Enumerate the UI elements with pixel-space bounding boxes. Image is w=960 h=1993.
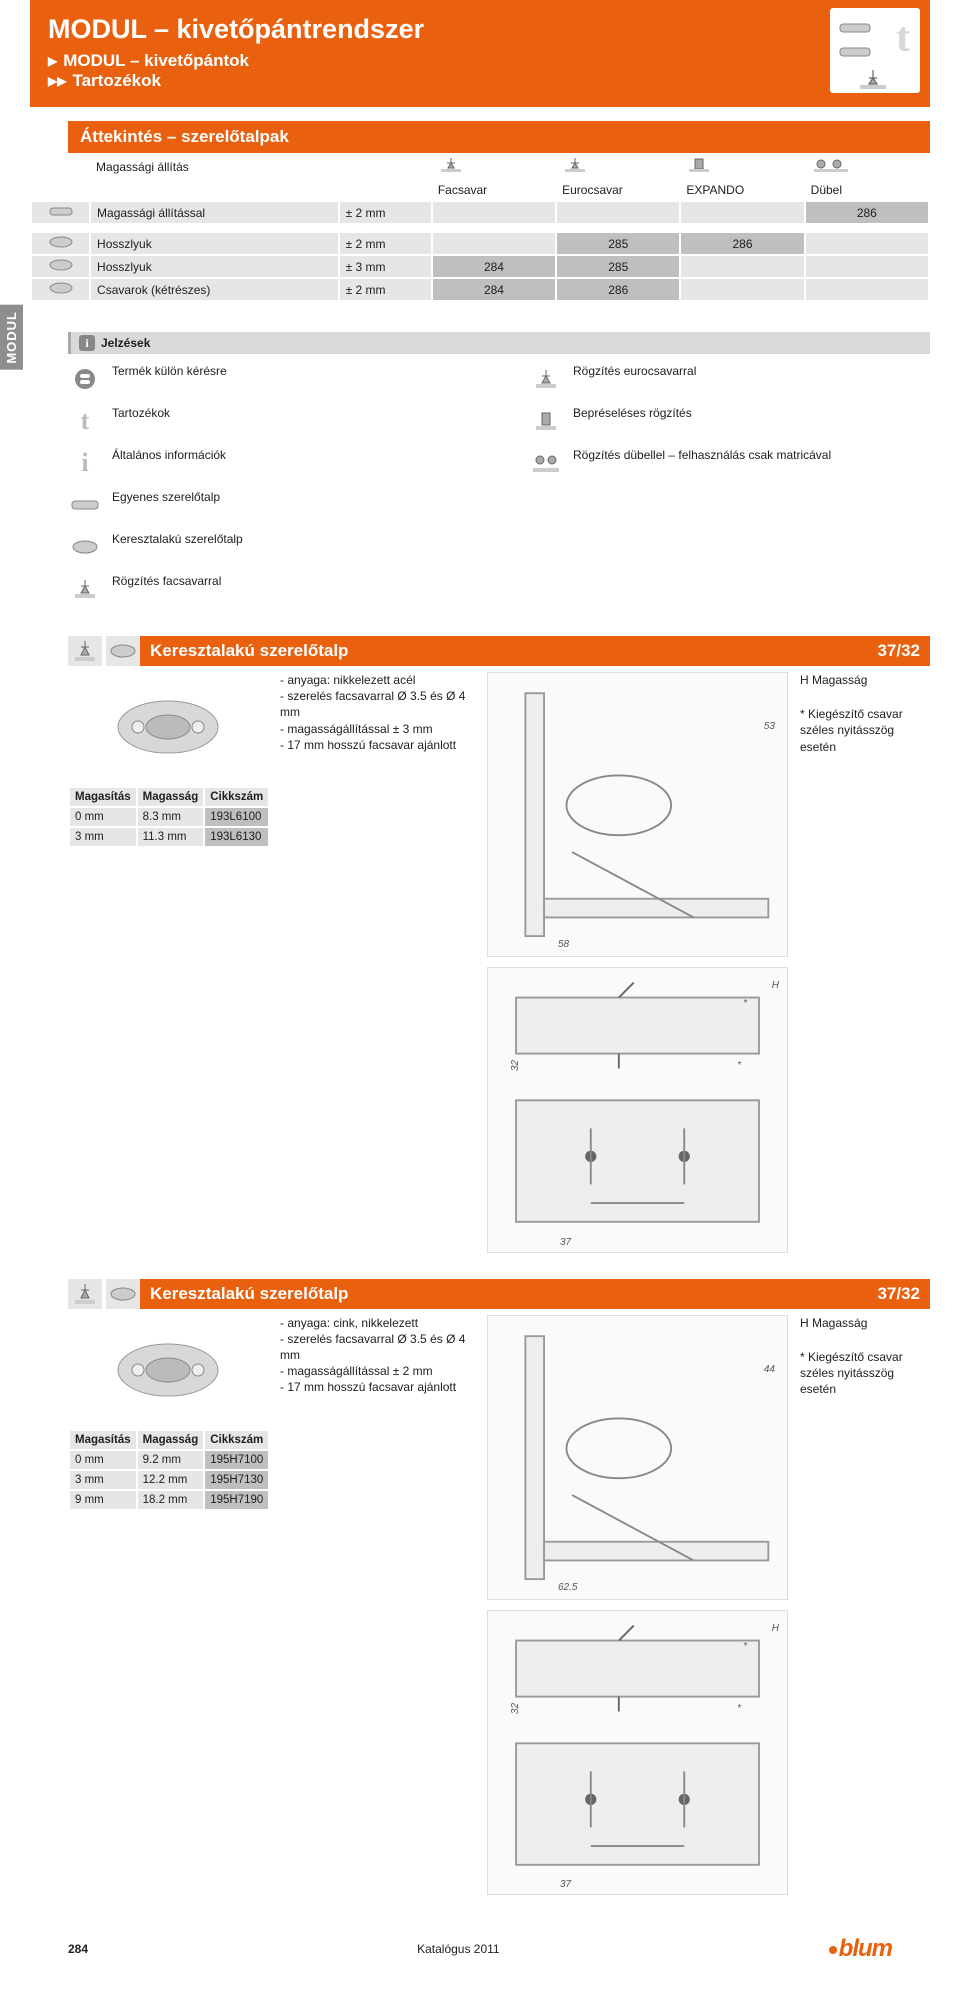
legend-item: Termék külön kérésre [68, 358, 469, 400]
dowel-icon [811, 156, 851, 174]
legend-header: iJelzések [68, 332, 930, 354]
page-ref: 285 [556, 232, 680, 255]
col-dubel: Dübel [805, 180, 929, 201]
product-image [68, 672, 268, 782]
diagrams: 53 58 H 32 37 * * [487, 672, 788, 1253]
row-spec: ± 2 mm [339, 278, 432, 301]
row-spec: ± 2 mm [339, 201, 432, 224]
row-icon [31, 278, 90, 301]
row-label: Hosszlyuk [90, 232, 339, 255]
expando-icon [686, 156, 712, 174]
row-spec: ± 3 mm [339, 255, 432, 278]
parts-table: MagasításMagasságCikkszám 0 mm8.3 mm193L… [68, 786, 270, 848]
accessory-t-icon: t [896, 14, 910, 62]
plate-icon [838, 42, 872, 62]
row-icon [31, 232, 90, 255]
part-code: 195H7190 [204, 1490, 269, 1510]
screw-icon [68, 1279, 102, 1309]
page-title: MODUL – kivetőpántrendszer [48, 14, 912, 45]
triangle-icon: ▶▶ [48, 74, 66, 88]
part-code: 195H7130 [204, 1470, 269, 1490]
sub2: ▶▶Tartozékok [48, 71, 912, 91]
legend-icon [529, 364, 563, 394]
overview-header: Áttekintés – szerelőtalpak [68, 121, 930, 153]
legend-icon: i [68, 448, 102, 478]
legend-item: Rögzítés eurocsavarral [529, 358, 930, 400]
product-image [68, 1315, 268, 1425]
overview-table: Magassági állítás Facsavar Eurocsavar EX… [30, 153, 930, 302]
legend-icon [68, 364, 102, 394]
side-tab-modul: MODUL [0, 305, 23, 370]
plate-icon [106, 636, 140, 666]
page-ref: 285 [556, 255, 680, 278]
bullets: anyaga: nikkelezett acélszerelés facsava… [280, 672, 475, 1253]
notes: H Magasság * Kiegészítő csavar széles ny… [800, 1315, 930, 1896]
info-icon: i [79, 335, 95, 351]
row-icon [31, 255, 90, 278]
bullets: anyaga: cink, nikkelezettszerelés facsav… [280, 1315, 475, 1896]
parts-table: MagasításMagasságCikkszám 0 mm9.2 mm195H… [68, 1429, 270, 1511]
legend-item: tTartozékok [68, 400, 469, 442]
ratio: 37/32 [877, 1284, 920, 1304]
legend-item: Keresztalakú szerelőtalp [68, 526, 469, 568]
diagram-side: 44 62.5 [487, 1315, 788, 1600]
screw-down-icon [856, 68, 890, 90]
sub1: ▶MODUL – kivetőpántok [48, 51, 912, 71]
header-corner-icons: t [830, 8, 920, 93]
product-header: Keresztalakú szerelőtalp37/32 [68, 1279, 930, 1309]
adjust-label: Magassági állítás [90, 153, 339, 180]
notes: H Magasság * Kiegészítő csavar széles ny… [800, 672, 930, 1253]
diagram-side: 53 58 [487, 672, 788, 957]
ratio: 37/32 [877, 641, 920, 661]
legend-icon: t [68, 406, 102, 436]
part-code: 195H7100 [204, 1450, 269, 1470]
product-header: Keresztalakú szerelőtalp37/32 [68, 636, 930, 666]
plate-icon [838, 18, 872, 38]
page-number: 284 [68, 1942, 88, 1956]
page: MODUL MODUL – kivetőpántrendszer ▶MODUL … [0, 0, 960, 1993]
row-icon [31, 201, 90, 224]
legend-icon [68, 574, 102, 604]
legend-item: Rögzítés dübellel – felhasználás csak ma… [529, 442, 930, 484]
diagrams: 44 62.5 H 32 37 * * [487, 1315, 788, 1896]
legend-icon [68, 532, 102, 562]
row-label: Magassági állítással [90, 201, 339, 224]
product-body: MagasításMagasságCikkszám 0 mm8.3 mm193L… [68, 672, 930, 1253]
part-code: 193L6100 [204, 807, 269, 827]
catalog-label: Katalógus 2011 [417, 1942, 500, 1956]
legend-icon [529, 448, 563, 478]
page-ref: 284 [432, 278, 556, 301]
row-spec: ± 2 mm [339, 232, 432, 255]
euroscrew-icon [562, 156, 588, 174]
page-ref: 286 [680, 232, 804, 255]
legend-icon [68, 490, 102, 520]
legend-item: Rögzítés facsavarral [68, 568, 469, 610]
col-expando: EXPANDO [680, 180, 804, 201]
col-eurocsavar: Eurocsavar [556, 180, 680, 201]
screw-icon [68, 636, 102, 666]
page-ref: 286 [805, 201, 929, 224]
plate-icon [106, 1279, 140, 1309]
legend-item: Egyenes szerelőtalp [68, 484, 469, 526]
legend-icon [529, 406, 563, 436]
brand-logo: blum [829, 1935, 892, 1963]
diagram-top: H 32 37 * * [487, 967, 788, 1252]
page-ref: 284 [432, 255, 556, 278]
row-label: Csavarok (kétrészes) [90, 278, 339, 301]
diagram-top: H 32 37 * * [487, 1610, 788, 1895]
part-code: 193L6130 [204, 827, 269, 847]
main-header: MODUL – kivetőpántrendszer ▶MODUL – kive… [30, 0, 930, 107]
row-label: Hosszlyuk [90, 255, 339, 278]
product-body: MagasításMagasságCikkszám 0 mm9.2 mm195H… [68, 1315, 930, 1896]
footer: 284 Katalógus 2011 blum [68, 1935, 892, 1963]
legend: Termék külön kérésretTartozékokiÁltaláno… [68, 358, 930, 610]
page-ref: 286 [556, 278, 680, 301]
triangle-icon: ▶ [48, 54, 57, 68]
legend-item: Bepréseléses rögzítés [529, 400, 930, 442]
col-facsavar: Facsavar [432, 180, 556, 201]
screw-icon [438, 156, 464, 174]
legend-item: iÁltalános információk [68, 442, 469, 484]
